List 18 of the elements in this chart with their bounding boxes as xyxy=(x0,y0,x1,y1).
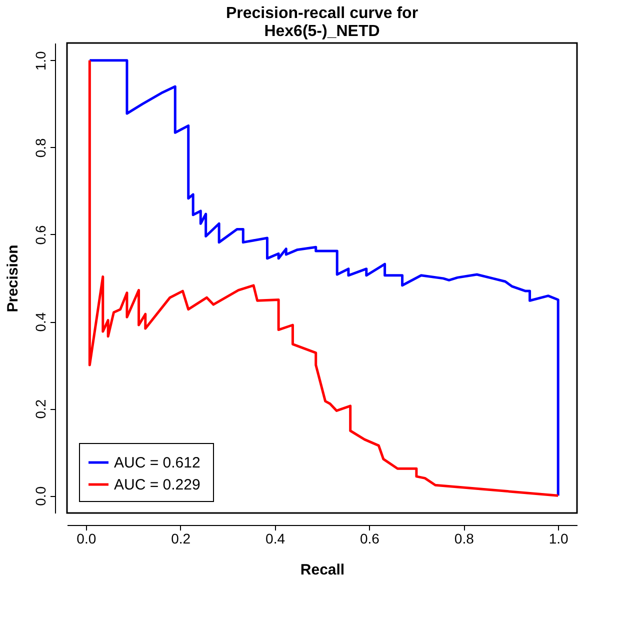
x-tick-label: 0.0 xyxy=(76,530,96,546)
y-axis-title: Precision xyxy=(4,244,22,312)
y-tick-label: 1.0 xyxy=(32,50,48,71)
legend-label: AUC = 0.229 xyxy=(114,476,200,494)
legend-label: AUC = 0.612 xyxy=(114,454,200,472)
x-tick-label: 0.4 xyxy=(266,530,286,546)
x-tick-label: 0.2 xyxy=(171,530,191,546)
x-axis-title: Recall xyxy=(300,562,345,578)
chart-title: Precision-recall curve for Hex6(5-)_NETD xyxy=(226,5,418,40)
y-tick-label: 0.8 xyxy=(32,138,48,158)
y-tick-label: 0.2 xyxy=(32,399,48,419)
line-series xyxy=(88,59,560,497)
y-tick-label: 0.6 xyxy=(32,225,48,245)
y-tick-label: 0.4 xyxy=(32,312,48,332)
y-tick-label: 0.0 xyxy=(32,486,48,506)
x-tick-label: 0.8 xyxy=(454,530,474,546)
x-tick-label: 0.6 xyxy=(360,530,380,546)
x-tick-label: 1.0 xyxy=(548,530,569,546)
